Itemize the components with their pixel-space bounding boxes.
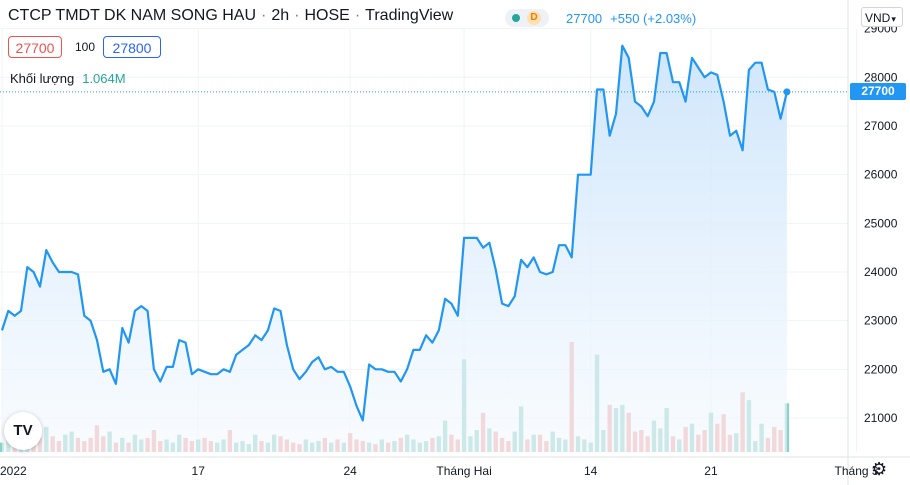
currency-select[interactable]: VND▾ bbox=[861, 7, 903, 27]
title-separator: · bbox=[294, 7, 300, 24]
source-label: TradingView bbox=[365, 7, 454, 24]
price-axis-label: 24000 bbox=[864, 265, 898, 279]
time-axis-label: 14 bbox=[584, 464, 598, 478]
price-axis-label: 23000 bbox=[864, 314, 898, 328]
interval-label[interactable]: 2h bbox=[271, 7, 290, 24]
volume-legend: Khối lượng 1.064M bbox=[10, 71, 126, 86]
price-axis-label: 25000 bbox=[864, 216, 898, 230]
price-area bbox=[0, 44, 791, 452]
last-price-info: 27700 +550 (+2.03%) bbox=[566, 11, 696, 26]
buy-button[interactable]: 27800 bbox=[103, 36, 161, 58]
price-axis: 21000 22000 23000 24000 25000 26000 27000 28000… bbox=[847, 0, 898, 485]
currency-label: VND bbox=[865, 11, 891, 25]
exchange-label: HOSE bbox=[304, 7, 350, 24]
price-area-fill bbox=[2, 45, 787, 452]
title-separator: · bbox=[261, 7, 267, 24]
delayed-data-badge: D bbox=[527, 11, 541, 25]
price-line bbox=[0, 44, 788, 422]
sell-button[interactable]: 27700 bbox=[8, 36, 62, 58]
volume-bar bbox=[784, 403, 790, 452]
volume-value: 1.064M bbox=[82, 71, 126, 86]
spread-value: 100 bbox=[75, 40, 96, 54]
time-axis-label: 24 bbox=[343, 464, 357, 478]
market-status[interactable]: D bbox=[505, 9, 549, 27]
time-axis-label: 21 bbox=[704, 464, 718, 478]
volume-label: Khối lượng bbox=[10, 71, 75, 86]
settings-gear-icon[interactable]: ⚙ bbox=[871, 459, 888, 479]
time-axis-label: 2022 bbox=[0, 464, 27, 478]
time-axis-label: Tháng 3 bbox=[835, 464, 879, 478]
tradingview-logo-icon[interactable]: TV bbox=[4, 412, 42, 450]
last-price: 27700 bbox=[566, 11, 603, 26]
market-open-dot-icon bbox=[512, 14, 520, 22]
chevron-down-icon: ▾ bbox=[891, 14, 896, 24]
price-axis-label: 26000 bbox=[864, 168, 898, 182]
price-change: +550 (+2.03%) bbox=[610, 11, 697, 26]
time-axis-label: Tháng Hai bbox=[436, 464, 491, 478]
price-axis-label: 28000 bbox=[864, 70, 898, 84]
price-axis-label: 27000 bbox=[864, 119, 898, 133]
price-axis-label: 21000 bbox=[864, 411, 898, 425]
chart-title: CTCP TMDT DK NAM SONG HAU · 2h · HOSE · Tradin… bbox=[8, 7, 453, 25]
time-axis-label: 17 bbox=[192, 464, 206, 478]
symbol-name: CTCP TMDT DK NAM SONG HAU bbox=[8, 7, 257, 24]
title-separator: · bbox=[354, 7, 361, 24]
price-axis-label: 22000 bbox=[864, 362, 898, 376]
last-price-tag: 27700 bbox=[850, 83, 906, 100]
